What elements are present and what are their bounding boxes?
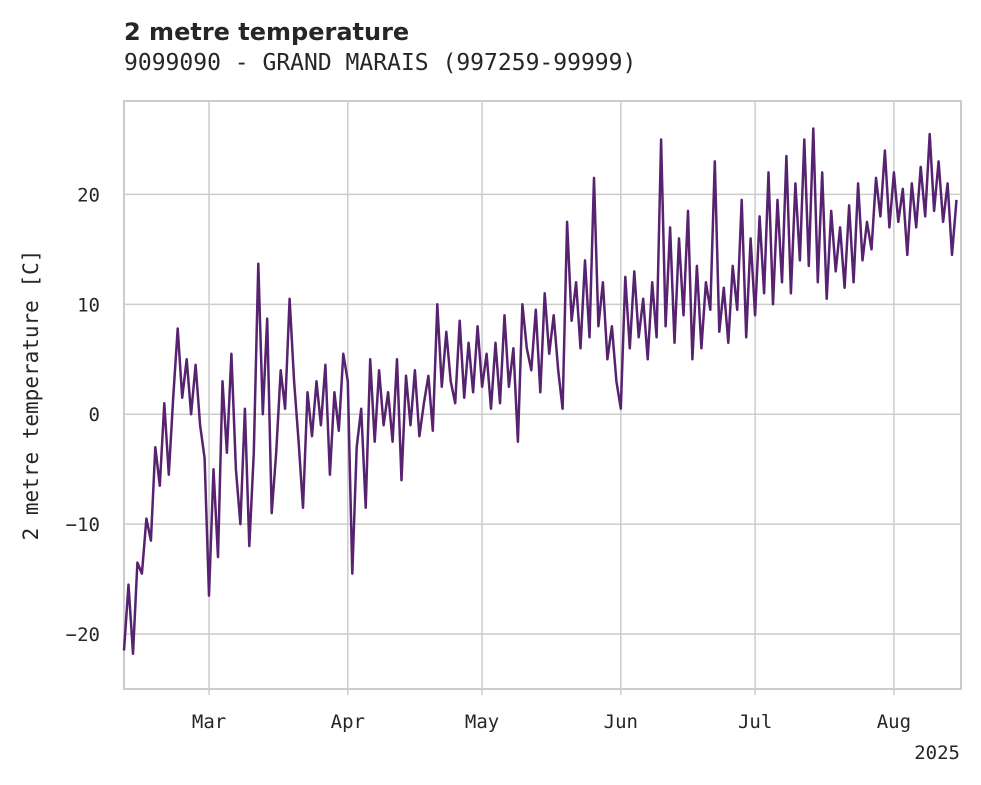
- grid-lines: [124, 101, 961, 695]
- x-tick-label: Jun: [604, 711, 638, 733]
- series-line: [122, 127, 958, 656]
- x-tick-label: May: [465, 711, 499, 733]
- title-block: 2 metre temperature 9099090 - GRAND MARA…: [124, 16, 636, 78]
- chart-title: 2 metre temperature: [124, 18, 410, 46]
- x-tick-label: Mar: [192, 711, 226, 733]
- y-tick-label: −20: [66, 624, 100, 646]
- chart-subtitle: 9099090 - GRAND MARAIS (997259-99999): [124, 50, 637, 76]
- tick-labels: −20 −10 0 10 20 Mar Apr May Jun Jul Aug: [66, 184, 911, 733]
- series-group: [122, 127, 958, 656]
- y-tick-label: 10: [77, 294, 100, 316]
- y-tick-label: 0: [89, 404, 100, 426]
- x-tick-label: Apr: [331, 711, 365, 733]
- y-tick-label: 20: [77, 184, 100, 206]
- plot-frame: [123, 100, 962, 690]
- y-tick-label: −10: [66, 514, 100, 536]
- y-axis-label: 2 metre temperature [C]: [19, 250, 43, 541]
- x-tick-label: Jul: [738, 711, 772, 733]
- x-tick-label: Aug: [877, 711, 911, 733]
- year-label: 2025: [914, 742, 960, 764]
